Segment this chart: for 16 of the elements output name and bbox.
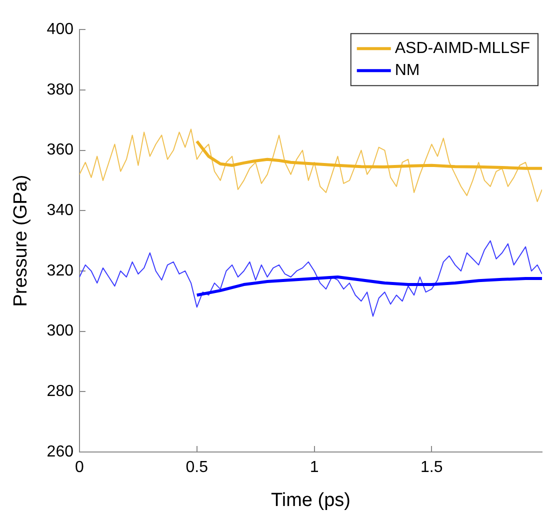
y-tick-label: 400 xyxy=(46,21,74,38)
legend-label: ASD-AIMD-MLLSF xyxy=(394,40,530,58)
y-tick-label: 280 xyxy=(46,383,74,400)
y-tick-label: 300 xyxy=(46,322,74,340)
y-tick-label: 360 xyxy=(46,142,74,159)
x-tick-label: 1.5 xyxy=(420,459,443,476)
y-axis-title: Pressure (GPa) xyxy=(10,174,32,307)
y-tick-label: 260 xyxy=(46,443,74,460)
x-axis-title: Time (ps) xyxy=(270,490,351,511)
x-tick-label: 1 xyxy=(310,459,319,476)
y-tick-label: 340 xyxy=(46,202,74,220)
y-tick-label: 320 xyxy=(46,262,74,280)
x-tick-label: 0 xyxy=(75,459,84,476)
y-tick-label: 380 xyxy=(46,81,74,98)
legend-label: NM xyxy=(394,62,420,80)
x-tick-label: 0.5 xyxy=(186,459,208,476)
